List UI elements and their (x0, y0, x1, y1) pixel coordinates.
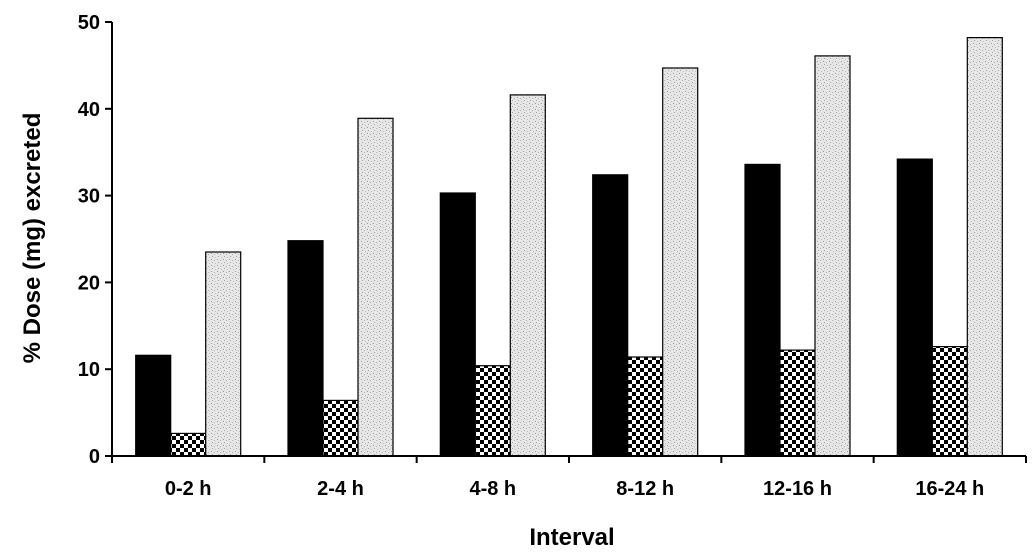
bar-1-2-4h (287, 240, 324, 457)
x-axis: 0-2 h 2-4 h 4-8 h 8-12 h 12-16 h 16-24 h (111, 455, 1027, 500)
bar-3-2-4h (357, 117, 394, 457)
bar-2-2-4h (322, 399, 359, 457)
bar-2-16-24h (931, 346, 968, 457)
y-tick-label: 0 (89, 446, 100, 468)
bar-1-8-12h (592, 174, 629, 457)
bar-2-4-8h (474, 365, 511, 457)
bar-2-8-12h (627, 356, 664, 457)
x-tick-label: 8-12 h (616, 478, 674, 500)
x-tick-label: 0-2 h (165, 478, 212, 500)
y-tick-label: 30 (78, 186, 100, 208)
x-tick-label: 2-4 h (317, 478, 364, 500)
bar-3-0-2h (205, 251, 242, 457)
x-tick-label: 16-24 h (915, 478, 984, 500)
bar-3-12-16h (814, 55, 851, 457)
bar-1-16-24h (896, 158, 933, 457)
y-tick-label: 10 (78, 359, 100, 381)
bars-layer (135, 36, 1003, 457)
y-axis-title: % Dose (mg) excreted (19, 113, 46, 364)
x-tick-label: 12-16 h (763, 478, 832, 500)
bar-3-4-8h (509, 94, 546, 457)
y-tick-label: 50 (78, 12, 100, 34)
bar-1-12-16h (744, 163, 781, 457)
bar-3-8-12h (662, 67, 699, 457)
x-tick-label: 4-8 h (469, 478, 516, 500)
bar-1-0-2h (135, 354, 172, 457)
bar-1-4-8h (439, 192, 476, 457)
bar-2-12-16h (779, 349, 816, 457)
y-tick-label: 20 (78, 272, 100, 294)
y-axis: 0 10 20 30 40 50 (78, 12, 113, 468)
x-axis-title: Interval (529, 524, 614, 551)
y-tick-label: 40 (78, 99, 100, 121)
bar-3-16-24h (966, 36, 1003, 457)
bar-2-0-2h (170, 432, 207, 457)
